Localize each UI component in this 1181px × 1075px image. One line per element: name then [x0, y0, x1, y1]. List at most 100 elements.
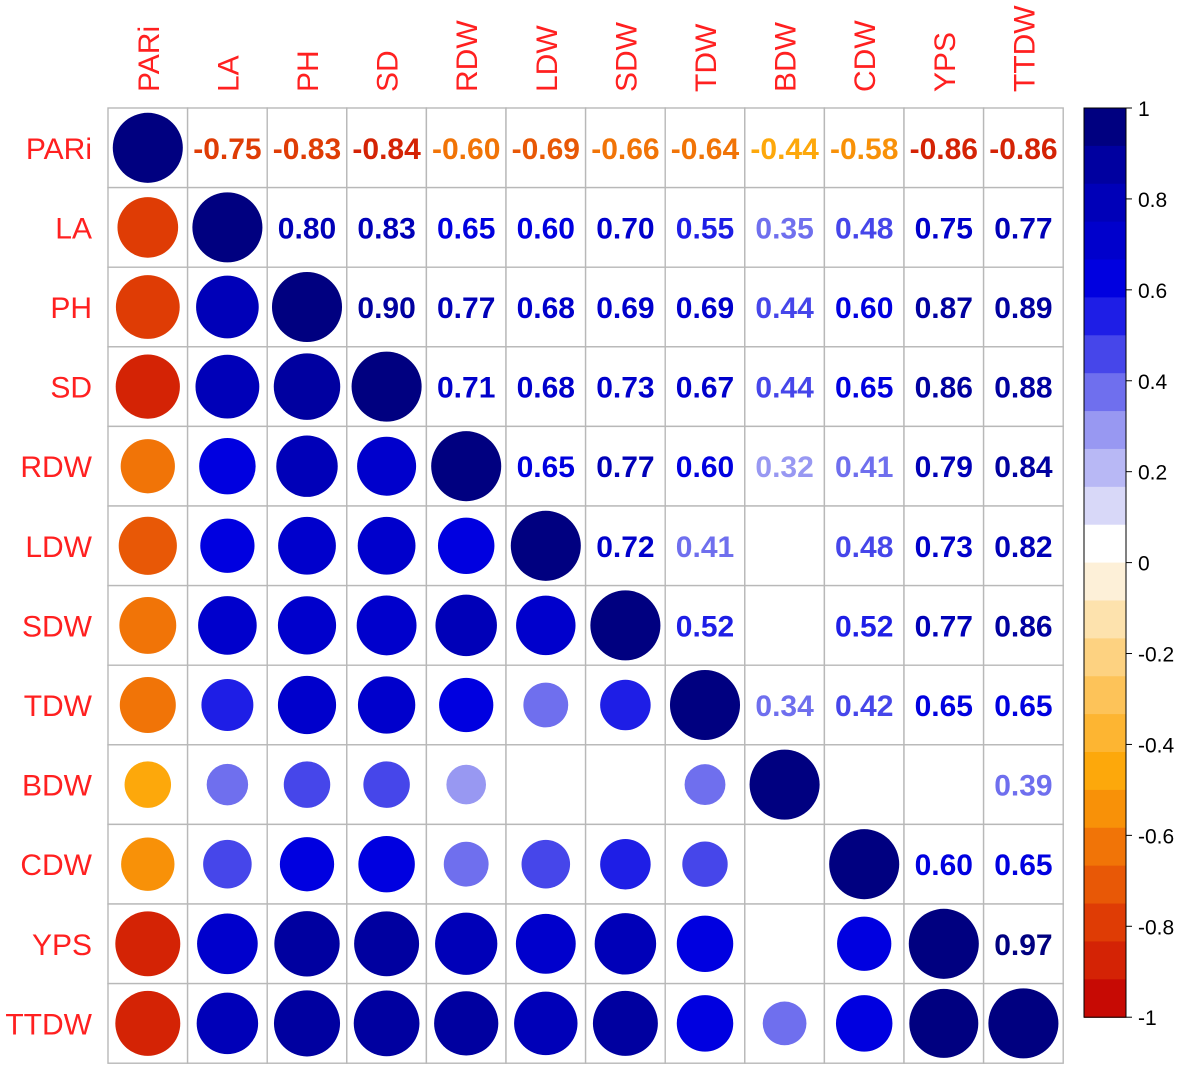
grid-cell-pari-ttdw	[982, 107, 1064, 189]
corr-value-pari-rdw: -0.60	[432, 133, 500, 166]
grid-cell-ldw-cdw	[823, 505, 905, 587]
grid-cell-bdw-ldw	[505, 744, 587, 826]
corr-circle-yps-la	[197, 913, 258, 975]
legend-swatch-21	[1084, 903, 1126, 943]
corr-value-ph-yps: 0.87	[915, 292, 973, 325]
corr-value-ph-sd: 0.90	[357, 292, 415, 325]
grid-cell-pari-cdw	[823, 107, 905, 189]
grid-cell-tdw-yps	[903, 664, 985, 746]
legend-swatch-4	[1084, 259, 1126, 299]
corr-value-rdw-ldw: 0.65	[517, 451, 575, 484]
grid-cell-pari-ph	[266, 107, 348, 189]
corr-circle-yps-ldw	[515, 913, 576, 974]
corr-value-pari-cdw: -0.58	[830, 133, 898, 166]
corr-value-ph-ttdw: 0.89	[994, 292, 1052, 325]
corr-circle-bdw-ph	[283, 761, 331, 808]
corr-circle-tdw-tdw	[669, 669, 741, 741]
corr-value-ph-ldw: 0.68	[517, 292, 575, 325]
row-label-la: LA	[55, 212, 92, 245]
corr-value-tdw-cdw: 0.42	[835, 690, 893, 723]
row-label-bdw: BDW	[22, 770, 93, 803]
col-label-bdw: BDW	[770, 21, 803, 92]
corr-circle-sd-pari	[115, 354, 180, 419]
col-label-yps: YPS	[929, 32, 962, 92]
corr-value-sd-sdw: 0.73	[596, 372, 654, 405]
corr-value-rdw-tdw: 0.60	[676, 451, 734, 484]
corr-circle-ldw-pari	[118, 516, 177, 575]
grid-cell-ph-ttdw	[982, 266, 1064, 348]
corr-value-la-sdw: 0.70	[596, 212, 654, 245]
legend-swatch-3	[1084, 221, 1126, 261]
grid-cell-ph-rdw	[425, 266, 507, 348]
corr-value-sd-cdw: 0.65	[835, 372, 893, 405]
corr-circle-tdw-rdw	[439, 677, 494, 733]
corr-circle-bdw-rdw	[446, 764, 487, 805]
corr-circle-ttdw-yps	[909, 988, 979, 1058]
row-label-yps: YPS	[32, 929, 92, 962]
legend-tick-label: 0.4	[1138, 371, 1168, 394]
grid-cell-la-bdw	[744, 186, 826, 268]
grid-cell-ldw-bdw	[744, 505, 826, 587]
corr-value-pari-yps: -0.86	[910, 133, 978, 166]
corr-value-pari-ttdw: -0.86	[989, 133, 1057, 166]
corr-circle-ttdw-sd	[353, 990, 420, 1057]
corr-circle-sd-la	[195, 354, 260, 419]
grid-cell-tdw-cdw	[823, 664, 905, 746]
corr-circle-la-pari	[117, 197, 179, 258]
grid-cell-ph-sd	[346, 266, 428, 348]
corr-value-ldw-ttdw: 0.82	[994, 531, 1052, 564]
legend-swatch-18	[1084, 789, 1126, 829]
corr-value-pari-bdw: -0.44	[750, 133, 819, 166]
corr-value-ph-sdw: 0.69	[596, 292, 654, 325]
corr-value-rdw-bdw: 0.32	[755, 451, 813, 484]
corr-circle-rdw-rdw	[431, 431, 502, 502]
corr-value-sd-bdw: 0.44	[755, 372, 814, 405]
legend-swatch-5	[1084, 297, 1126, 336]
grid-cell-ldw-sdw	[584, 505, 666, 587]
legend-tick-label: 0.8	[1138, 189, 1167, 212]
corr-circle-yps-ph	[274, 911, 340, 977]
grid-cell-rdw-sdw	[584, 425, 666, 507]
corr-circle-pari-pari	[112, 112, 183, 183]
grid-cell-la-cdw	[823, 186, 905, 268]
corr-circle-bdw-bdw	[749, 749, 820, 820]
grid-cell-sd-cdw	[823, 346, 905, 428]
grid-cell-cdw-yps	[903, 823, 985, 905]
grid-cell-la-ldw	[505, 186, 587, 268]
corr-circle-sdw-la	[198, 596, 257, 655]
corr-value-sd-ttdw: 0.88	[994, 372, 1052, 405]
corr-circle-cdw-tdw	[682, 841, 728, 887]
corr-value-la-ttdw: 0.77	[994, 212, 1052, 245]
corr-value-sdw-yps: 0.77	[915, 610, 973, 643]
col-label-pari: PARi	[133, 26, 166, 92]
corr-value-ph-cdw: 0.60	[835, 292, 893, 325]
corr-value-rdw-yps: 0.79	[915, 451, 973, 484]
corr-circle-cdw-sd	[358, 835, 415, 893]
legend-swatch-6	[1084, 335, 1126, 374]
corr-circle-yps-tdw	[676, 915, 734, 973]
corr-value-pari-sd: -0.84	[352, 133, 421, 166]
corr-circle-tdw-pari	[119, 676, 176, 734]
legend-tick-label: -0.4	[1138, 734, 1175, 757]
corr-value-pari-tdw: -0.64	[671, 133, 740, 166]
corr-value-la-bdw: 0.35	[755, 212, 813, 245]
col-label-ldw: LDW	[531, 25, 564, 92]
corr-circle-tdw-sdw	[600, 679, 651, 731]
corr-value-bdw-ttdw: 0.39	[994, 770, 1052, 803]
legend-swatch-0	[1084, 108, 1126, 147]
corr-value-sd-ldw: 0.68	[517, 372, 575, 405]
corr-circle-ph-pari	[115, 275, 180, 339]
corr-circle-yps-cdw	[837, 916, 892, 971]
corr-circle-ttdw-ttdw	[988, 988, 1059, 1059]
corr-circle-rdw-la	[199, 437, 256, 495]
corr-value-sdw-tdw: 0.52	[676, 610, 734, 643]
corr-circle-ttdw-la	[196, 992, 259, 1055]
row-label-cdw: CDW	[20, 849, 92, 882]
corr-circle-sdw-pari	[119, 596, 177, 654]
corr-value-ph-bdw: 0.44	[755, 292, 814, 325]
legend-swatch-13	[1084, 600, 1126, 639]
legend-tick-label: -1	[1138, 1007, 1157, 1030]
corr-value-rdw-cdw: 0.41	[835, 451, 893, 484]
corr-value-pari-sdw: -0.66	[591, 133, 659, 166]
